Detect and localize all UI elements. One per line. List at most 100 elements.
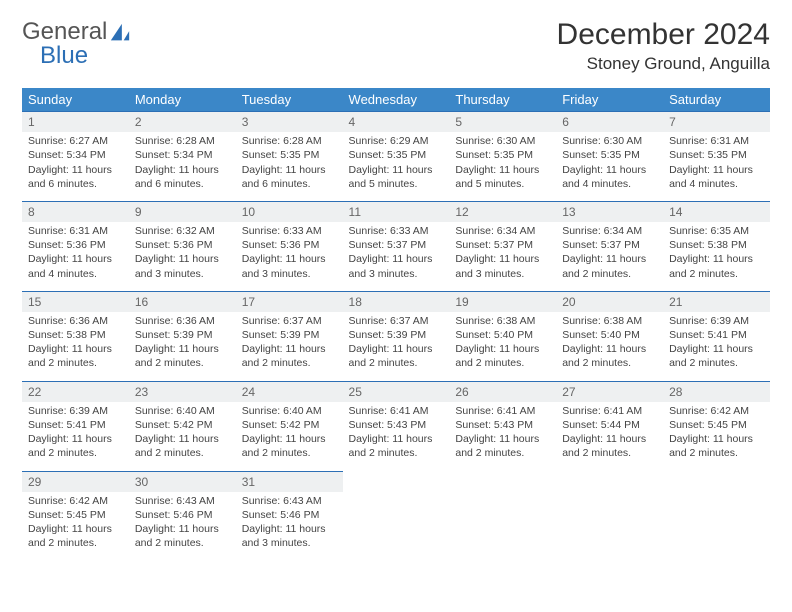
daylight-line: Daylight: 11 hours and 2 minutes. bbox=[135, 522, 230, 550]
sunrise-line: Sunrise: 6:28 AM bbox=[135, 134, 230, 148]
day-number-cell: 7 bbox=[663, 112, 770, 133]
sunset-line: Sunset: 5:35 PM bbox=[242, 148, 337, 162]
sunrise-line: Sunrise: 6:33 AM bbox=[349, 224, 444, 238]
day-number-cell: 3 bbox=[236, 112, 343, 133]
daylight-line: Daylight: 11 hours and 2 minutes. bbox=[349, 342, 444, 370]
sunrise-line: Sunrise: 6:39 AM bbox=[669, 314, 764, 328]
day-content-cell: Sunrise: 6:41 AMSunset: 5:43 PMDaylight:… bbox=[449, 402, 556, 471]
sunrise-line: Sunrise: 6:30 AM bbox=[562, 134, 657, 148]
day-number-cell: 19 bbox=[449, 291, 556, 312]
sunset-line: Sunset: 5:46 PM bbox=[242, 508, 337, 522]
page-header: General Blue December 2024 Stoney Ground… bbox=[22, 18, 770, 74]
day-number-cell: 13 bbox=[556, 201, 663, 222]
sunrise-line: Sunrise: 6:42 AM bbox=[28, 494, 123, 508]
day-content-cell bbox=[449, 492, 556, 561]
sunrise-line: Sunrise: 6:41 AM bbox=[562, 404, 657, 418]
day-content-cell: Sunrise: 6:27 AMSunset: 5:34 PMDaylight:… bbox=[22, 132, 129, 201]
daylight-line: Daylight: 11 hours and 2 minutes. bbox=[562, 432, 657, 460]
daylight-line: Daylight: 11 hours and 3 minutes. bbox=[135, 252, 230, 280]
sunset-line: Sunset: 5:38 PM bbox=[28, 328, 123, 342]
daylight-line: Daylight: 11 hours and 4 minutes. bbox=[562, 163, 657, 191]
day-number-cell: 29 bbox=[22, 471, 129, 492]
daylight-line: Daylight: 11 hours and 2 minutes. bbox=[28, 342, 123, 370]
day-number-cell: 31 bbox=[236, 471, 343, 492]
sunset-line: Sunset: 5:35 PM bbox=[669, 148, 764, 162]
sunset-line: Sunset: 5:36 PM bbox=[135, 238, 230, 252]
day-number-cell: 15 bbox=[22, 291, 129, 312]
sunset-line: Sunset: 5:39 PM bbox=[242, 328, 337, 342]
day-number-cell: 8 bbox=[22, 201, 129, 222]
month-title: December 2024 bbox=[557, 18, 770, 52]
day-content-cell: Sunrise: 6:34 AMSunset: 5:37 PMDaylight:… bbox=[449, 222, 556, 291]
day-number-cell bbox=[343, 471, 450, 492]
sunrise-line: Sunrise: 6:36 AM bbox=[135, 314, 230, 328]
title-block: December 2024 Stoney Ground, Anguilla bbox=[557, 18, 770, 74]
day-content-cell: Sunrise: 6:32 AMSunset: 5:36 PMDaylight:… bbox=[129, 222, 236, 291]
day-content-cell: Sunrise: 6:33 AMSunset: 5:36 PMDaylight:… bbox=[236, 222, 343, 291]
day-content-cell: Sunrise: 6:40 AMSunset: 5:42 PMDaylight:… bbox=[129, 402, 236, 471]
day-content-cell: Sunrise: 6:30 AMSunset: 5:35 PMDaylight:… bbox=[449, 132, 556, 201]
sunset-line: Sunset: 5:45 PM bbox=[28, 508, 123, 522]
sunrise-line: Sunrise: 6:41 AM bbox=[455, 404, 550, 418]
day-number-cell: 23 bbox=[129, 381, 236, 402]
weekday-header: Friday bbox=[556, 88, 663, 112]
day-content-cell: Sunrise: 6:36 AMSunset: 5:38 PMDaylight:… bbox=[22, 312, 129, 381]
sunset-line: Sunset: 5:35 PM bbox=[455, 148, 550, 162]
sunrise-line: Sunrise: 6:30 AM bbox=[455, 134, 550, 148]
logo-word-blue: Blue bbox=[22, 42, 131, 70]
sunset-line: Sunset: 5:45 PM bbox=[669, 418, 764, 432]
sunrise-line: Sunrise: 6:39 AM bbox=[28, 404, 123, 418]
day-content-cell: Sunrise: 6:42 AMSunset: 5:45 PMDaylight:… bbox=[663, 402, 770, 471]
logo-sail-icon bbox=[109, 22, 131, 44]
day-content-cell: Sunrise: 6:33 AMSunset: 5:37 PMDaylight:… bbox=[343, 222, 450, 291]
sunrise-line: Sunrise: 6:38 AM bbox=[562, 314, 657, 328]
day-content-cell: Sunrise: 6:38 AMSunset: 5:40 PMDaylight:… bbox=[556, 312, 663, 381]
sunrise-line: Sunrise: 6:40 AM bbox=[242, 404, 337, 418]
sunrise-line: Sunrise: 6:31 AM bbox=[28, 224, 123, 238]
day-content-cell bbox=[556, 492, 663, 561]
day-number-cell bbox=[449, 471, 556, 492]
daylight-line: Daylight: 11 hours and 4 minutes. bbox=[28, 252, 123, 280]
day-number-cell: 30 bbox=[129, 471, 236, 492]
day-number-cell: 5 bbox=[449, 112, 556, 133]
daylight-line: Daylight: 11 hours and 2 minutes. bbox=[28, 432, 123, 460]
day-number-cell: 1 bbox=[22, 112, 129, 133]
day-number-cell: 20 bbox=[556, 291, 663, 312]
sunrise-line: Sunrise: 6:43 AM bbox=[135, 494, 230, 508]
sunrise-line: Sunrise: 6:37 AM bbox=[242, 314, 337, 328]
day-content-row: Sunrise: 6:27 AMSunset: 5:34 PMDaylight:… bbox=[22, 132, 770, 201]
sunset-line: Sunset: 5:36 PM bbox=[28, 238, 123, 252]
weekday-header: Sunday bbox=[22, 88, 129, 112]
daylight-line: Daylight: 11 hours and 2 minutes. bbox=[28, 522, 123, 550]
sunset-line: Sunset: 5:35 PM bbox=[349, 148, 444, 162]
day-content-cell: Sunrise: 6:28 AMSunset: 5:35 PMDaylight:… bbox=[236, 132, 343, 201]
daylight-line: Daylight: 11 hours and 2 minutes. bbox=[135, 342, 230, 370]
calendar-body: 1234567Sunrise: 6:27 AMSunset: 5:34 PMDa… bbox=[22, 112, 770, 561]
daylight-line: Daylight: 11 hours and 2 minutes. bbox=[455, 342, 550, 370]
sunset-line: Sunset: 5:34 PM bbox=[28, 148, 123, 162]
sunrise-line: Sunrise: 6:33 AM bbox=[242, 224, 337, 238]
day-content-cell: Sunrise: 6:42 AMSunset: 5:45 PMDaylight:… bbox=[22, 492, 129, 561]
day-content-cell: Sunrise: 6:40 AMSunset: 5:42 PMDaylight:… bbox=[236, 402, 343, 471]
daylight-line: Daylight: 11 hours and 6 minutes. bbox=[28, 163, 123, 191]
day-content-cell: Sunrise: 6:36 AMSunset: 5:39 PMDaylight:… bbox=[129, 312, 236, 381]
day-number-row: 15161718192021 bbox=[22, 291, 770, 312]
day-content-cell: Sunrise: 6:28 AMSunset: 5:34 PMDaylight:… bbox=[129, 132, 236, 201]
sunset-line: Sunset: 5:37 PM bbox=[562, 238, 657, 252]
sunrise-line: Sunrise: 6:37 AM bbox=[349, 314, 444, 328]
day-number-cell: 22 bbox=[22, 381, 129, 402]
sunset-line: Sunset: 5:41 PM bbox=[669, 328, 764, 342]
sunset-line: Sunset: 5:43 PM bbox=[349, 418, 444, 432]
daylight-line: Daylight: 11 hours and 3 minutes. bbox=[349, 252, 444, 280]
day-number-cell: 14 bbox=[663, 201, 770, 222]
sunset-line: Sunset: 5:37 PM bbox=[349, 238, 444, 252]
sunrise-line: Sunrise: 6:42 AM bbox=[669, 404, 764, 418]
sunset-line: Sunset: 5:34 PM bbox=[135, 148, 230, 162]
day-number-row: 293031 bbox=[22, 471, 770, 492]
day-content-cell: Sunrise: 6:30 AMSunset: 5:35 PMDaylight:… bbox=[556, 132, 663, 201]
weekday-header: Tuesday bbox=[236, 88, 343, 112]
sunrise-line: Sunrise: 6:40 AM bbox=[135, 404, 230, 418]
day-number-cell: 11 bbox=[343, 201, 450, 222]
day-number-cell: 18 bbox=[343, 291, 450, 312]
logo-word-general: General bbox=[22, 18, 107, 45]
